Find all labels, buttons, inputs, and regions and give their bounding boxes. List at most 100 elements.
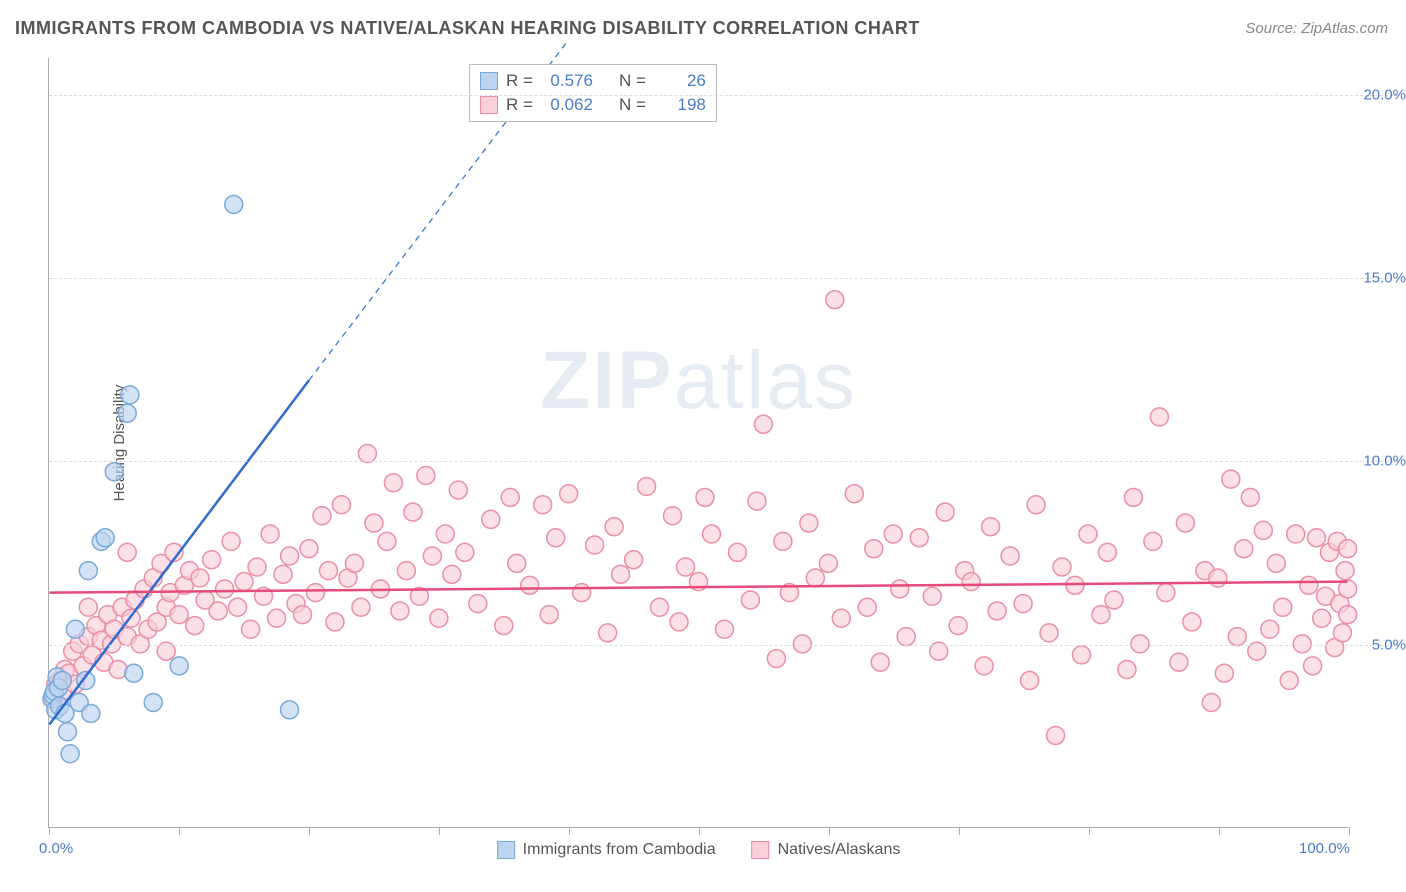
scatter-point	[1124, 488, 1142, 506]
source-value: ZipAtlas.com	[1301, 20, 1388, 37]
scatter-point	[741, 591, 759, 609]
legend-item-1: Immigrants from Cambodia	[497, 841, 716, 859]
scatter-point	[1098, 543, 1116, 561]
scatter-point	[508, 554, 526, 572]
scatter-point	[1176, 514, 1194, 532]
x-tick	[699, 827, 700, 835]
scatter-point	[599, 624, 617, 642]
scatter-point	[118, 404, 136, 422]
scatter-point	[1235, 540, 1253, 558]
scatter-point	[1092, 606, 1110, 624]
y-tick-label: 20.0%	[1363, 86, 1406, 103]
source-label: Source:	[1245, 20, 1297, 37]
scatter-point	[1053, 558, 1071, 576]
scatter-point	[625, 551, 643, 569]
stats-row-series1: R = 0.576 N = 26	[480, 69, 706, 93]
chart-container: IMMIGRANTS FROM CAMBODIA VS NATIVE/ALASK…	[0, 0, 1406, 892]
scatter-point	[121, 386, 139, 404]
scatter-point	[1241, 488, 1259, 506]
scatter-point	[1066, 576, 1084, 594]
stats-swatch-2	[480, 96, 498, 114]
gridline-h	[49, 645, 1398, 646]
x-tick	[439, 827, 440, 835]
scatter-point	[1339, 606, 1357, 624]
scatter-point	[1079, 525, 1097, 543]
r-value-2: 0.062	[541, 93, 593, 117]
scatter-point	[962, 573, 980, 591]
scatter-point	[125, 664, 143, 682]
scatter-point	[501, 488, 519, 506]
scatter-point	[1333, 624, 1351, 642]
legend-label-2: Natives/Alaskans	[778, 841, 901, 859]
scatter-point	[1014, 595, 1032, 613]
gridline-h	[49, 95, 1398, 96]
scatter-point	[865, 540, 883, 558]
scatter-point	[1280, 672, 1298, 690]
x-tick	[49, 827, 50, 835]
scatter-point	[651, 598, 669, 616]
scatter-point	[884, 525, 902, 543]
y-tick-label: 15.0%	[1363, 270, 1406, 287]
scatter-point	[79, 598, 97, 616]
scatter-point	[1170, 653, 1188, 671]
scatter-point	[1287, 525, 1305, 543]
stats-legend-box: R = 0.576 N = 26 R = 0.062 N = 198	[469, 64, 717, 122]
scatter-point	[871, 653, 889, 671]
scatter-point	[1300, 576, 1318, 594]
x-tick	[959, 827, 960, 835]
scatter-point	[754, 415, 772, 433]
scatter-point	[430, 609, 448, 627]
scatter-point	[936, 503, 954, 521]
scatter-point	[982, 518, 1000, 536]
scatter-point	[605, 518, 623, 536]
scatter-point	[819, 554, 837, 572]
scatter-point	[664, 507, 682, 525]
scatter-point	[495, 617, 513, 635]
x-tick	[1089, 827, 1090, 835]
scatter-point	[186, 617, 204, 635]
n-label: N =	[619, 69, 646, 93]
source-attribution: Source: ZipAtlas.com	[1245, 20, 1388, 37]
scatter-point	[326, 613, 344, 631]
scatter-point	[1021, 672, 1039, 690]
scatter-point	[261, 525, 279, 543]
scatter-point	[105, 463, 123, 481]
r-value-1: 0.576	[541, 69, 593, 93]
scatter-point	[1313, 609, 1331, 627]
bottom-legend: Immigrants from Cambodia Natives/Alaskan…	[497, 841, 901, 859]
y-tick-label: 5.0%	[1372, 636, 1406, 653]
scatter-point	[319, 562, 337, 580]
n-value-2: 198	[654, 93, 706, 117]
scatter-point	[560, 485, 578, 503]
scatter-point	[53, 672, 71, 690]
scatter-point	[469, 595, 487, 613]
scatter-point	[748, 492, 766, 510]
scatter-point	[170, 657, 188, 675]
scatter-point	[1144, 532, 1162, 550]
scatter-point	[1209, 569, 1227, 587]
scatter-point	[170, 606, 188, 624]
n-value-1: 26	[654, 69, 706, 93]
r-label: R =	[506, 69, 533, 93]
scatter-point	[300, 540, 318, 558]
scatter-point	[1228, 628, 1246, 646]
scatter-point	[482, 510, 500, 528]
scatter-point	[397, 562, 415, 580]
scatter-point	[1105, 591, 1123, 609]
x-tick	[1349, 827, 1350, 835]
scatter-point	[1047, 726, 1065, 744]
scatter-point	[242, 620, 260, 638]
scatter-point	[1040, 624, 1058, 642]
scatter-point	[66, 620, 84, 638]
scatter-point	[897, 628, 915, 646]
scatter-point	[216, 580, 234, 598]
scatter-point	[534, 496, 552, 514]
scatter-point	[1274, 598, 1292, 616]
scatter-point	[1118, 661, 1136, 679]
stats-row-series2: R = 0.062 N = 198	[480, 93, 706, 117]
scatter-point	[1073, 646, 1091, 664]
scatter-point	[826, 291, 844, 309]
scatter-point	[1339, 540, 1357, 558]
gridline-h	[49, 278, 1398, 279]
legend-item-2: Natives/Alaskans	[752, 841, 901, 859]
